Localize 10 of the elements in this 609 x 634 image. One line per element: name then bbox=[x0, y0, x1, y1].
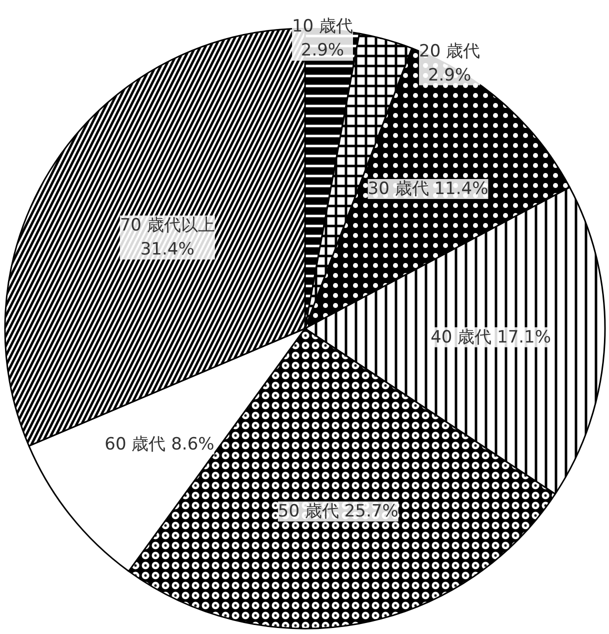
slice-label: 40 歳代 17.1% bbox=[430, 327, 552, 348]
slice-label: 10 歳代 bbox=[292, 16, 354, 37]
data-label: 2.9% bbox=[300, 40, 344, 61]
slice-label: 20 歳代 bbox=[419, 41, 480, 62]
slice-label: 60 歳代 8.6% bbox=[104, 434, 214, 454]
data-label: 2.9% bbox=[428, 65, 472, 86]
data-label: 31.4% bbox=[140, 239, 194, 260]
slice-label: 30 歳代 11.4% bbox=[368, 178, 488, 199]
slice-label: 70 歳代以上 bbox=[120, 215, 215, 236]
slice-label: 50 歳代 25.7% bbox=[278, 502, 398, 522]
